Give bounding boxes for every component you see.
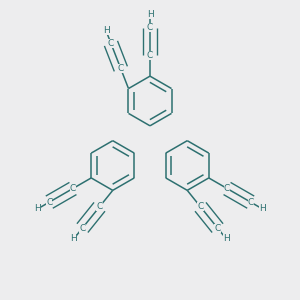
Text: C: C <box>197 202 204 211</box>
Text: H: H <box>147 10 153 19</box>
Text: H: H <box>70 234 77 243</box>
Text: H: H <box>223 234 230 243</box>
Text: C: C <box>214 224 221 232</box>
Text: C: C <box>96 202 103 211</box>
Text: C: C <box>79 224 85 232</box>
Text: C: C <box>70 184 76 193</box>
Text: H: H <box>103 26 110 35</box>
Text: C: C <box>248 198 254 207</box>
Text: H: H <box>259 205 266 214</box>
Text: C: C <box>224 184 230 193</box>
Text: C: C <box>108 39 114 48</box>
Text: C: C <box>46 198 52 207</box>
Text: C: C <box>147 50 153 59</box>
Text: C: C <box>147 23 153 32</box>
Text: H: H <box>34 205 41 214</box>
Text: C: C <box>118 64 124 74</box>
